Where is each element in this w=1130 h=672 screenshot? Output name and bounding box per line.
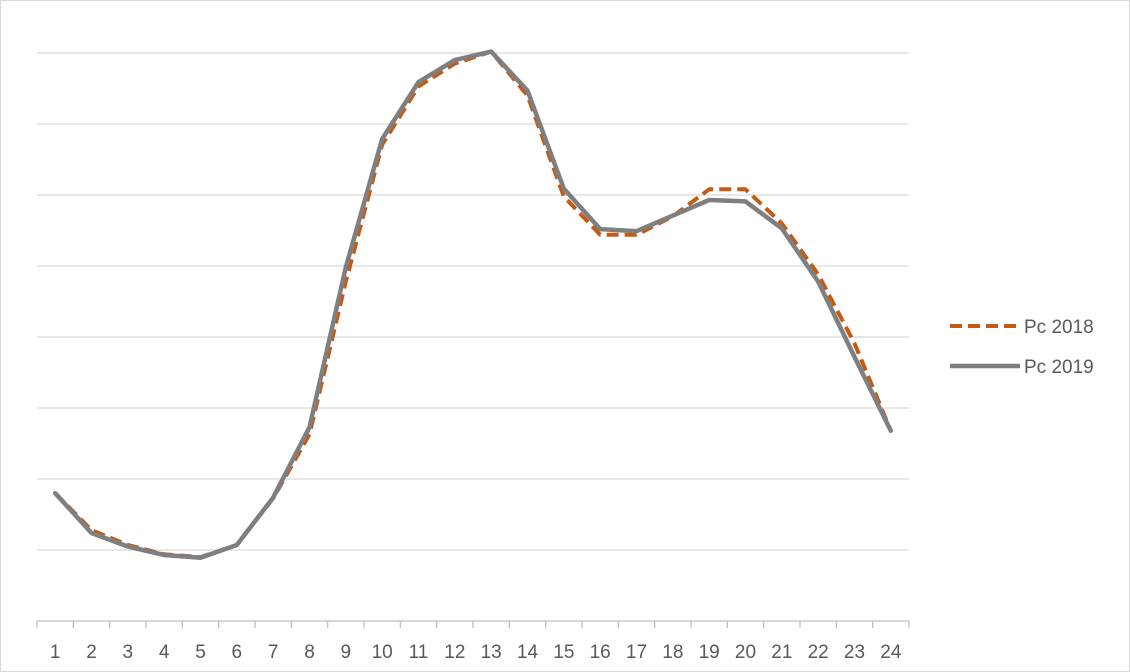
- x-tick-label: 6: [232, 642, 243, 663]
- x-axis: 1 2 3 4 5 6 7 8 9 10 11 12 13 14 15 16 17 18 19 20 21 22 23 24: [36, 620, 910, 663]
- x-tick-label: 5: [195, 642, 206, 663]
- gridlines: [37, 52, 909, 551]
- x-tick-label: 18: [662, 642, 683, 663]
- x-tick-label: 20: [735, 642, 756, 663]
- x-tick-label: 11: [409, 642, 429, 663]
- x-tick-label: 13: [481, 642, 502, 663]
- x-tick-label: 9: [341, 642, 352, 663]
- plot-series: [52, 49, 894, 561]
- x-tick-label: 24: [880, 642, 902, 663]
- x-tick-label: 15: [553, 642, 574, 663]
- x-tick-label: 14: [517, 642, 539, 663]
- x-tick-label: 17: [626, 642, 647, 663]
- series-line-pc-2018: [53, 49, 893, 560]
- x-tick-label: 10: [372, 642, 393, 663]
- x-tick-label: 8: [304, 642, 315, 663]
- series-line-pc-2019: [52, 49, 894, 561]
- x-tick-label: 21: [771, 642, 792, 663]
- x-tick-label: 4: [159, 642, 170, 663]
- x-tick-label: 3: [123, 642, 134, 663]
- x-tick-label: 7: [268, 642, 279, 663]
- legend: Pc 2018 Pc 2019: [950, 317, 1094, 378]
- x-tick-label: 19: [699, 642, 720, 663]
- x-tick-label: 2: [86, 642, 97, 663]
- x-tick-label: 1: [50, 642, 61, 663]
- legend-label: Pc 2019: [1024, 357, 1094, 378]
- legend-label: Pc 2018: [1024, 317, 1094, 338]
- x-tick-label: 22: [808, 642, 829, 663]
- x-tick-label: 23: [844, 642, 865, 663]
- x-tick-label: 12: [444, 642, 465, 663]
- x-tick-label: 16: [590, 642, 611, 663]
